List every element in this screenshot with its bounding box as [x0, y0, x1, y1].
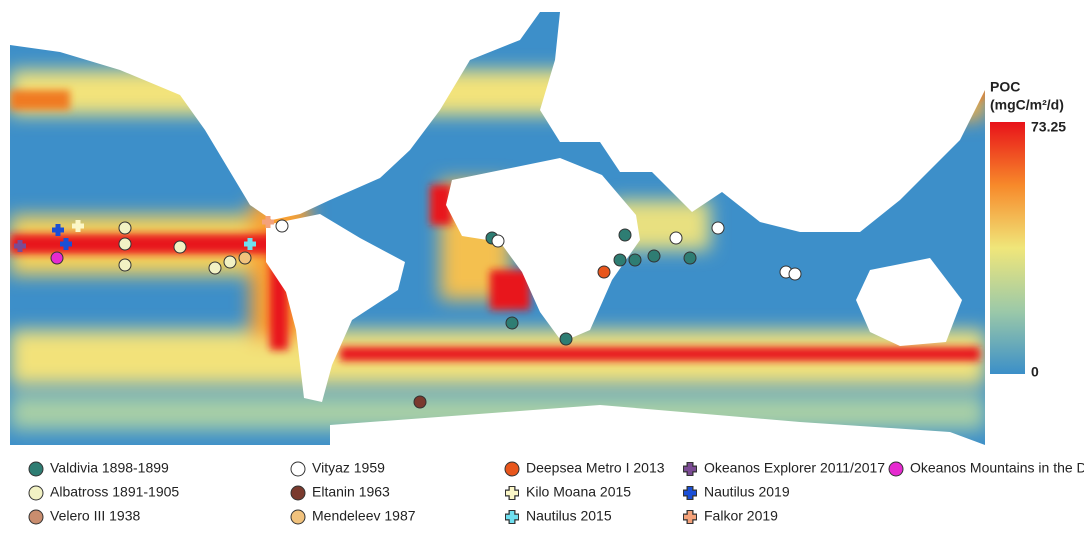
station: [275, 219, 289, 233]
station: [244, 238, 256, 250]
map: [10, 12, 985, 445]
station: [491, 234, 505, 248]
legend-label: Okeanos Mountains in the Deep 2017: [910, 460, 1084, 476]
legend-marker: [290, 461, 306, 477]
poc-high: [10, 70, 985, 361]
legend-marker: [28, 485, 44, 501]
legend-label: Albatross 1891-1905: [50, 484, 179, 500]
station: [262, 216, 274, 228]
colorbar-max: 73.25: [1031, 119, 1066, 135]
legend-label: Vityaz 1959: [312, 460, 385, 476]
land: [10, 12, 985, 445]
station: [788, 267, 802, 281]
legend-marker: [506, 511, 518, 523]
legend-label: Nautilus 2015: [526, 508, 612, 524]
legend-marker: [290, 509, 306, 525]
legend-marker: [504, 461, 520, 477]
legend-marker: [684, 487, 696, 499]
station: [118, 237, 132, 251]
legend-marker: [684, 463, 696, 475]
station: [618, 228, 632, 242]
legend-label: Deepsea Metro I 2013: [526, 460, 665, 476]
legend-label: Kilo Moana 2015: [526, 484, 631, 500]
station: [628, 253, 642, 267]
legend: Valdivia 1898-1899 Vityaz 1959 Deepsea Met…: [28, 460, 1084, 525]
legend-label: Nautilus 2019: [704, 484, 790, 500]
legend-marker: [888, 461, 904, 477]
station: [505, 316, 519, 330]
legend-marker: [506, 487, 518, 499]
station: [223, 255, 237, 269]
station: [613, 253, 627, 267]
station: [72, 220, 84, 232]
station: [413, 395, 427, 409]
legend-label: Mendeleev 1987: [312, 508, 416, 524]
legend-label: Okeanos Explorer 2011/2017: [704, 460, 885, 476]
legend-label: Valdivia 1898-1899: [50, 460, 169, 476]
legend-marker: [290, 485, 306, 501]
station: [597, 265, 611, 279]
station: [52, 224, 64, 236]
station: [559, 332, 573, 346]
station: [711, 221, 725, 235]
colorbar-unit: (mgC/m²/d): [990, 97, 1064, 113]
legend-label: Velero III 1938: [50, 508, 141, 524]
station: [173, 240, 187, 254]
legend-marker: [28, 461, 44, 477]
station: [14, 240, 26, 252]
colorbar-title: POC: [990, 79, 1020, 95]
station: [118, 221, 132, 235]
legend-marker: [684, 511, 696, 523]
colorbar-min: 0: [1031, 364, 1039, 380]
station: [669, 231, 683, 245]
station: [238, 251, 252, 265]
stations: [14, 216, 802, 409]
legend-label: Falkor 2019: [704, 508, 778, 524]
colorbar: [990, 122, 1025, 374]
station: [647, 249, 661, 263]
station: [208, 261, 222, 275]
station: [50, 251, 64, 265]
station: [118, 258, 132, 272]
legend-label: Eltanin 1963: [312, 484, 390, 500]
station: [683, 251, 697, 265]
legend-marker: [28, 509, 44, 525]
station: [60, 238, 72, 250]
